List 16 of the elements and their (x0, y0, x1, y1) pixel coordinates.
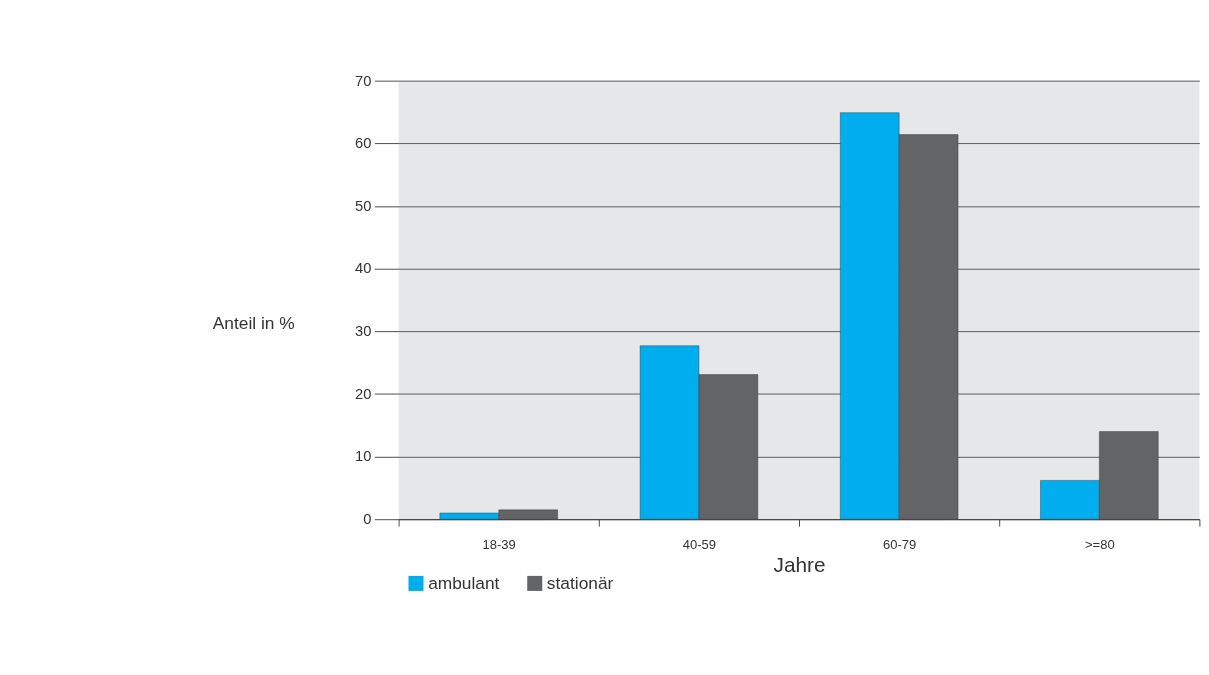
y-tick-label: 0 (363, 511, 372, 528)
x-axis-title: Jahre (773, 552, 826, 576)
y-tick-label: 50 (354, 197, 372, 214)
y-tick-label: 70 (354, 72, 372, 89)
y-tick-label: 30 (354, 323, 372, 340)
y-tick-label: 40 (354, 260, 372, 277)
x-tick-label: 60-79 (882, 537, 917, 553)
y-tick-label: 20 (354, 385, 372, 402)
x-tick-label: 18-39 (482, 537, 516, 553)
y-axis-title: Anteil in % (212, 313, 295, 334)
y-tick-label: 60 (354, 135, 372, 152)
legend-label: ambulant (428, 572, 500, 593)
x-tick-label: 40-59 (682, 537, 717, 553)
legend-label: stationär (546, 572, 614, 593)
y-tick-label: 10 (354, 448, 372, 465)
x-tick-label: >=80 (1084, 537, 1115, 553)
